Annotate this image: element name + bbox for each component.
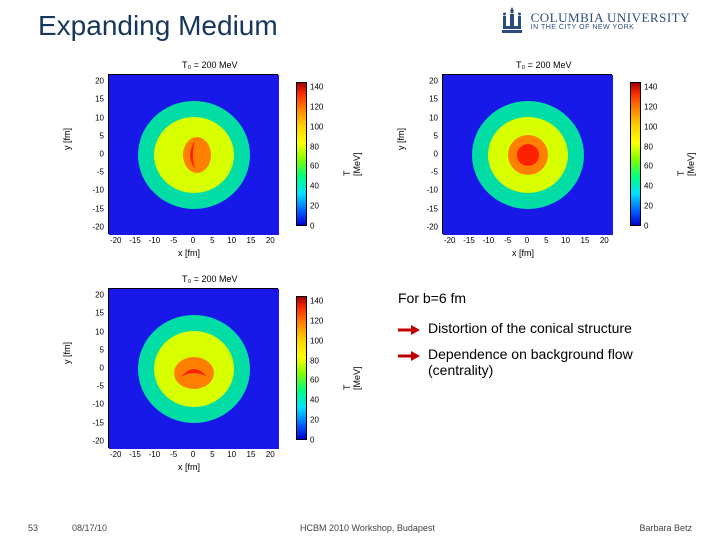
panel-title: T₀ = 200 MeV [182, 274, 238, 284]
y-axis-label: y [fm] [62, 342, 72, 364]
crown-icon [499, 6, 525, 36]
x-axis-label: x [fm] [178, 248, 200, 258]
colorbar [296, 82, 307, 226]
logo-sub-text: IN THE CITY OF NEW YORK [531, 24, 690, 31]
colorbar [630, 82, 641, 226]
text-line-1: For b=6 fm [398, 290, 698, 306]
bullet-row-0: Distortion of the conical structure [398, 320, 698, 336]
bullet-text: Distortion of the conical structure [428, 320, 632, 336]
colorbar-label: T [MeV] [342, 367, 362, 391]
y-ticks: -20-15-10-505101520 [80, 288, 106, 448]
arrow-icon [398, 324, 420, 336]
heatmap-panel-1: T₀ = 200 MeV y [fm] -20-15-10-505101520 … [386, 60, 688, 256]
panel-title: T₀ = 200 MeV [182, 60, 238, 70]
logo-main-text: COLUMBIA UNIVERSITY [531, 11, 690, 25]
plot-axes [442, 74, 612, 234]
x-ticks: -20-15-10-505101520 [442, 236, 612, 246]
colorbar-label: T [MeV] [676, 153, 696, 177]
y-ticks: -20-15-10-505101520 [414, 74, 440, 234]
x-ticks: -20-15-10-505101520 [108, 236, 278, 246]
panel-title: T₀ = 200 MeV [516, 60, 572, 70]
page-number: 53 [28, 523, 38, 533]
x-axis-label: x [fm] [512, 248, 534, 258]
colorbar-label: T [MeV] [342, 153, 362, 177]
heatmap-panel-0: T₀ = 200 MeV y [fm] -20-15-10-505101520 … [52, 60, 354, 256]
text-block: For b=6 fm Distortion of the conical str… [398, 290, 698, 388]
footer-date: 08/17/10 [72, 523, 107, 533]
x-ticks: -20-15-10-505101520 [108, 450, 278, 460]
heatmap-panel-2: T₀ = 200 MeV y [fm] -20-15-10-505101520 … [52, 274, 354, 470]
colorbar-ticks: 020406080100120140 [310, 82, 334, 226]
y-axis-label: y [fm] [62, 128, 72, 150]
arrow-icon [398, 350, 420, 362]
footer: 53 08/17/10 HCBM 2010 Workshop, Budapest… [0, 520, 720, 536]
bullet-text: Dependence on background flow (centralit… [428, 346, 698, 378]
colorbar-ticks: 020406080100120140 [310, 296, 334, 440]
plot-axes [108, 288, 278, 448]
slide-title: Expanding Medium [38, 10, 278, 42]
plot-axes [108, 74, 278, 234]
bullet-row-1: Dependence on background flow (centralit… [398, 346, 698, 378]
colorbar [296, 296, 307, 440]
y-axis-label: y [fm] [396, 128, 406, 150]
footer-event: HCBM 2010 Workshop, Budapest [300, 523, 435, 533]
y-ticks: -20-15-10-505101520 [80, 74, 106, 234]
colorbar-ticks: 020406080100120140 [644, 82, 668, 226]
x-axis-label: x [fm] [178, 462, 200, 472]
footer-author: Barbara Betz [639, 523, 692, 533]
university-logo: COLUMBIA UNIVERSITY IN THE CITY OF NEW Y… [499, 6, 690, 36]
